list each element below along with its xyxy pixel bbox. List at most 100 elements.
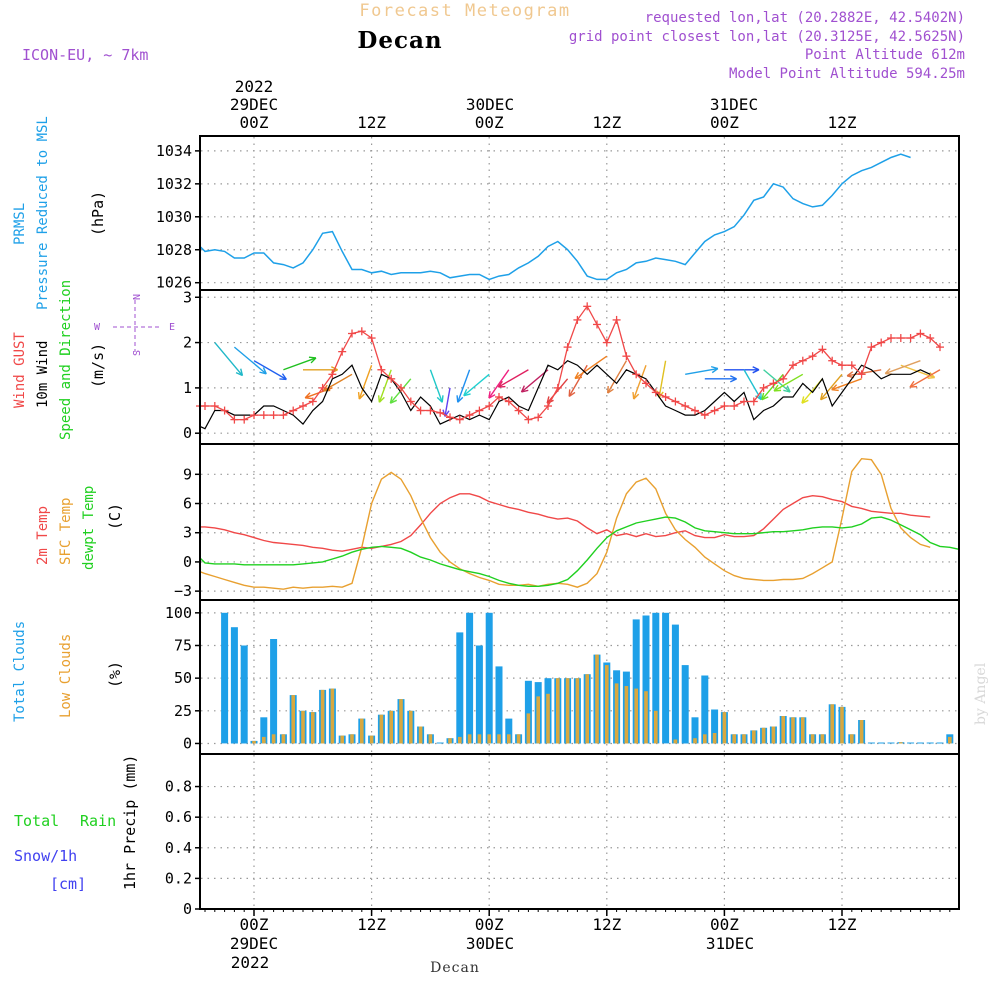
precip-label-total: Total bbox=[14, 812, 59, 830]
wind-arrow bbox=[233, 346, 267, 375]
precip-panel-frame bbox=[199, 753, 960, 910]
low-cloud-bar bbox=[546, 693, 550, 744]
header-location: Decan bbox=[357, 27, 442, 54]
low-cloud-bar bbox=[262, 736, 266, 744]
bottom-hour-label: 12Z bbox=[592, 915, 621, 934]
y-tick-label: 0 bbox=[183, 553, 192, 571]
wind-gust-marker bbox=[818, 345, 827, 354]
wind-arrow bbox=[574, 355, 608, 380]
low-cloud-bar bbox=[565, 678, 570, 744]
wind-gust-marker bbox=[867, 343, 876, 352]
wind-gust-marker bbox=[808, 352, 817, 361]
low-cloud-bar bbox=[624, 686, 629, 744]
y-tick-label: 1 bbox=[183, 379, 192, 397]
wind-gust-marker bbox=[916, 329, 925, 338]
total-cloud-bar bbox=[270, 639, 278, 744]
top-date-2: 30DEC bbox=[466, 95, 514, 114]
wind-label-direction: Speed and Direction bbox=[58, 280, 74, 440]
wind-gust-marker bbox=[544, 402, 552, 411]
y-tick-label: 100 bbox=[165, 604, 192, 622]
wind-gust-marker bbox=[210, 402, 219, 411]
wind-gust-marker bbox=[426, 406, 435, 415]
wind-arrow bbox=[357, 364, 373, 400]
total-cloud-bar bbox=[907, 742, 915, 744]
wind-gust-marker bbox=[485, 402, 494, 411]
wind-gust-marker bbox=[504, 397, 513, 406]
total-cloud-bar bbox=[495, 666, 503, 744]
low-cloud-bar bbox=[752, 730, 756, 744]
low-cloud-bar bbox=[820, 734, 825, 744]
wind-gust-marker bbox=[563, 343, 572, 352]
low-cloud-bar bbox=[350, 734, 354, 744]
low-cloud-bar bbox=[467, 734, 472, 744]
wind-gust-marker bbox=[406, 397, 415, 406]
top-hour-label: 00Z bbox=[475, 113, 504, 132]
total-cloud-bar bbox=[240, 645, 248, 744]
top-date-1: 29DEC bbox=[230, 95, 278, 114]
total-cloud-bar bbox=[221, 612, 229, 744]
low-cloud-bar bbox=[536, 696, 540, 744]
wind-label-10m: 10m Wind bbox=[35, 341, 51, 408]
low-cloud-bar bbox=[732, 734, 736, 744]
wind-gust-marker bbox=[465, 411, 474, 420]
wind-gust-marker bbox=[661, 392, 670, 401]
low-cloud-bar bbox=[742, 734, 746, 744]
total-cloud-bar bbox=[681, 665, 689, 744]
top-date-3: 31DEC bbox=[710, 95, 758, 114]
wind-arrow bbox=[488, 369, 510, 399]
wind-gust-marker bbox=[220, 406, 229, 415]
clouds-unit: (%) bbox=[106, 661, 124, 688]
wind-gust-marker bbox=[612, 315, 621, 324]
wind-gust-marker bbox=[602, 338, 611, 347]
low-cloud-bar bbox=[899, 742, 903, 744]
low-cloud-bar bbox=[360, 718, 364, 744]
low-cloud-bar bbox=[330, 688, 335, 744]
wind-gust-marker bbox=[740, 397, 748, 406]
y-tick-label: −3 bbox=[174, 582, 192, 600]
bottom-hour-label: 00Z bbox=[240, 915, 269, 934]
wind-gust-marker bbox=[357, 327, 366, 336]
pressure-unit: (hPa) bbox=[89, 191, 107, 236]
wind-gust-marker bbox=[936, 343, 944, 352]
wind-gust-marker bbox=[769, 379, 778, 388]
wind-gust-marker bbox=[700, 411, 709, 420]
total-cloud-bar bbox=[652, 612, 660, 744]
low-cloud-bar bbox=[556, 678, 560, 744]
y-tick-label: 6 bbox=[183, 495, 192, 513]
pressure-panel-frame bbox=[199, 135, 960, 291]
clouds-label-total: Total Clouds bbox=[12, 621, 28, 722]
y-tick-label: 2 bbox=[183, 334, 192, 352]
y-tick-label: 3 bbox=[183, 524, 192, 542]
wind-arrow bbox=[685, 365, 719, 375]
wind-gust-marker bbox=[446, 413, 454, 422]
wind-gust-marker bbox=[318, 383, 327, 392]
bottom-year: 2022 bbox=[231, 953, 270, 972]
total-cloud-bar bbox=[642, 615, 650, 744]
total-cloud-bar bbox=[936, 742, 944, 744]
wind-gust-marker bbox=[387, 374, 396, 383]
low-cloud-bar bbox=[399, 699, 403, 744]
y-tick-label: 0.4 bbox=[165, 839, 192, 857]
low-cloud-bar bbox=[771, 726, 776, 744]
wind-arrow bbox=[253, 360, 287, 381]
wind-gust-marker bbox=[857, 370, 866, 379]
low-cloud-bar bbox=[840, 706, 844, 744]
low-cloud-bar bbox=[801, 717, 805, 744]
pressure-label-full: Pressure Reduced to MSL bbox=[35, 116, 51, 310]
wind-gust-marker bbox=[691, 406, 699, 415]
temp-sfc-line bbox=[199, 457, 931, 590]
y-tick-label: 1028 bbox=[156, 241, 192, 259]
top-hour-label: 00Z bbox=[710, 113, 739, 132]
temp-label-dewpt: dewpt Temp bbox=[81, 486, 97, 570]
total-cloud-bar bbox=[466, 612, 474, 744]
wind-gust-marker bbox=[416, 406, 425, 415]
temp-label-sfc: SFC Temp bbox=[58, 498, 74, 565]
y-tick-label: 1032 bbox=[156, 175, 192, 193]
y-tick-label: 0 bbox=[183, 734, 192, 752]
low-cloud-bar bbox=[605, 665, 609, 744]
low-cloud-bar bbox=[507, 734, 511, 744]
low-cloud-bar bbox=[477, 734, 482, 744]
wind-arrow bbox=[214, 342, 244, 377]
total-cloud-bar bbox=[887, 742, 895, 744]
low-cloud-bar bbox=[526, 713, 531, 744]
